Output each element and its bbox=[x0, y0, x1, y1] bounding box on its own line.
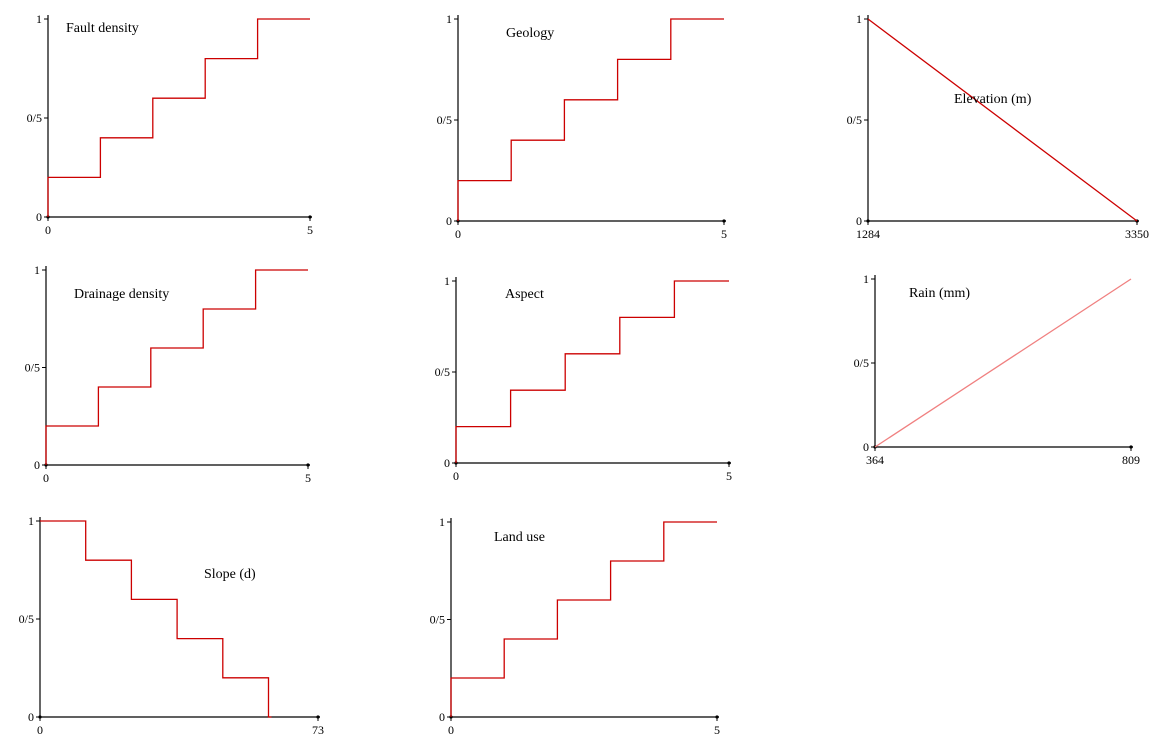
x-tick-label: 809 bbox=[1122, 453, 1140, 467]
series-line-drainage-density bbox=[45, 269, 308, 465]
panel-geology: 0 0/5 1 0 5 Geology bbox=[437, 12, 727, 241]
y-tick-label: 0/5 bbox=[435, 365, 450, 379]
series-line-slope-d bbox=[40, 520, 272, 718]
series-line-aspect bbox=[455, 280, 729, 463]
x-tick-label: 0 bbox=[37, 723, 43, 737]
x-tick-label: 0 bbox=[45, 223, 51, 237]
y-tick-label: 0 bbox=[446, 214, 452, 228]
panel-title: Elevation (m) bbox=[954, 92, 1032, 107]
y-tick-label: 0/5 bbox=[430, 613, 445, 627]
panel-title: Slope (d) bbox=[204, 567, 256, 582]
x-tick-label: 5 bbox=[726, 469, 732, 483]
panel-title: Aspect bbox=[505, 287, 544, 302]
x-tick-label: 0 bbox=[455, 227, 461, 241]
x-tick-marker bbox=[727, 461, 731, 465]
panel-title: Geology bbox=[506, 26, 554, 41]
x-tick-marker bbox=[1129, 445, 1133, 449]
panel-title: Rain (mm) bbox=[909, 286, 970, 301]
y-tick-label: 0 bbox=[34, 458, 40, 472]
series-line-elevation-m bbox=[867, 18, 1138, 222]
x-tick-marker bbox=[722, 219, 726, 223]
x-tick-label: 0 bbox=[448, 723, 454, 737]
y-tick-label: 0/5 bbox=[847, 113, 862, 127]
y-tick-label: 1 bbox=[444, 274, 450, 288]
y-tick-label: 0 bbox=[444, 456, 450, 470]
x-tick-label: 0 bbox=[43, 471, 49, 485]
panel-aspect: 0 0/5 1 0 5 Aspect bbox=[435, 274, 732, 483]
x-tick-marker bbox=[316, 715, 320, 719]
x-tick-label: 73 bbox=[312, 723, 324, 737]
panel-drainage-density: 0 0/5 1 0 5 Drainage density bbox=[25, 263, 311, 485]
y-tick-label: 1 bbox=[439, 515, 445, 529]
x-tick-marker bbox=[306, 463, 310, 467]
panel-rain-mm: 0 0/5 1 364 809 Rain (mm) bbox=[854, 272, 1140, 467]
y-tick-label: 1 bbox=[446, 12, 452, 26]
y-tick-label: 0 bbox=[36, 210, 42, 224]
panel-elevation-m: 0 0/5 1 1284 3350 Elevation (m) bbox=[847, 12, 1149, 241]
y-tick-label: 0 bbox=[439, 710, 445, 724]
y-tick-label: 1 bbox=[36, 12, 42, 26]
y-tick-label: 0 bbox=[856, 214, 862, 228]
x-tick-label: 5 bbox=[721, 227, 727, 241]
y-tick-label: 1 bbox=[34, 263, 40, 277]
series-line-geology bbox=[457, 18, 724, 221]
y-tick-label: 0/5 bbox=[27, 111, 42, 125]
x-tick-marker bbox=[308, 215, 312, 219]
y-tick-label: 1 bbox=[863, 272, 869, 286]
panel-title: Fault density bbox=[66, 21, 139, 36]
panel-fault-density: 0 0/5 1 0 5 Fault density bbox=[27, 12, 313, 237]
panel-land-use: 0 0/5 1 0 5 Land use bbox=[430, 515, 720, 737]
series-line-fault-density bbox=[47, 18, 310, 217]
series-line-rain-mm bbox=[874, 278, 1132, 448]
panel-title: Drainage density bbox=[74, 287, 169, 302]
x-tick-label: 3350 bbox=[1125, 227, 1149, 241]
x-tick-label: 5 bbox=[714, 723, 720, 737]
y-tick-label: 1 bbox=[856, 12, 862, 26]
x-tick-label: 0 bbox=[453, 469, 459, 483]
panel-title: Land use bbox=[494, 530, 545, 545]
y-tick-label: 0/5 bbox=[19, 612, 34, 626]
y-tick-label: 0/5 bbox=[854, 356, 869, 370]
y-tick-label: 0 bbox=[863, 440, 869, 454]
x-tick-label: 5 bbox=[305, 471, 311, 485]
y-tick-label: 0/5 bbox=[25, 361, 40, 375]
x-tick-marker bbox=[38, 715, 42, 719]
y-tick-label: 0/5 bbox=[437, 113, 452, 127]
y-tick-label: 1 bbox=[28, 514, 34, 528]
x-tick-marker bbox=[715, 715, 719, 719]
x-tick-label: 1284 bbox=[856, 227, 880, 241]
x-tick-marker bbox=[866, 219, 870, 223]
series-line-land-use bbox=[450, 521, 717, 717]
x-tick-label: 5 bbox=[307, 223, 313, 237]
panel-slope-d: 0 0/5 1 0 73 Slope (d) bbox=[19, 514, 324, 737]
x-tick-label: 364 bbox=[866, 453, 884, 467]
y-tick-label: 0 bbox=[28, 710, 34, 724]
